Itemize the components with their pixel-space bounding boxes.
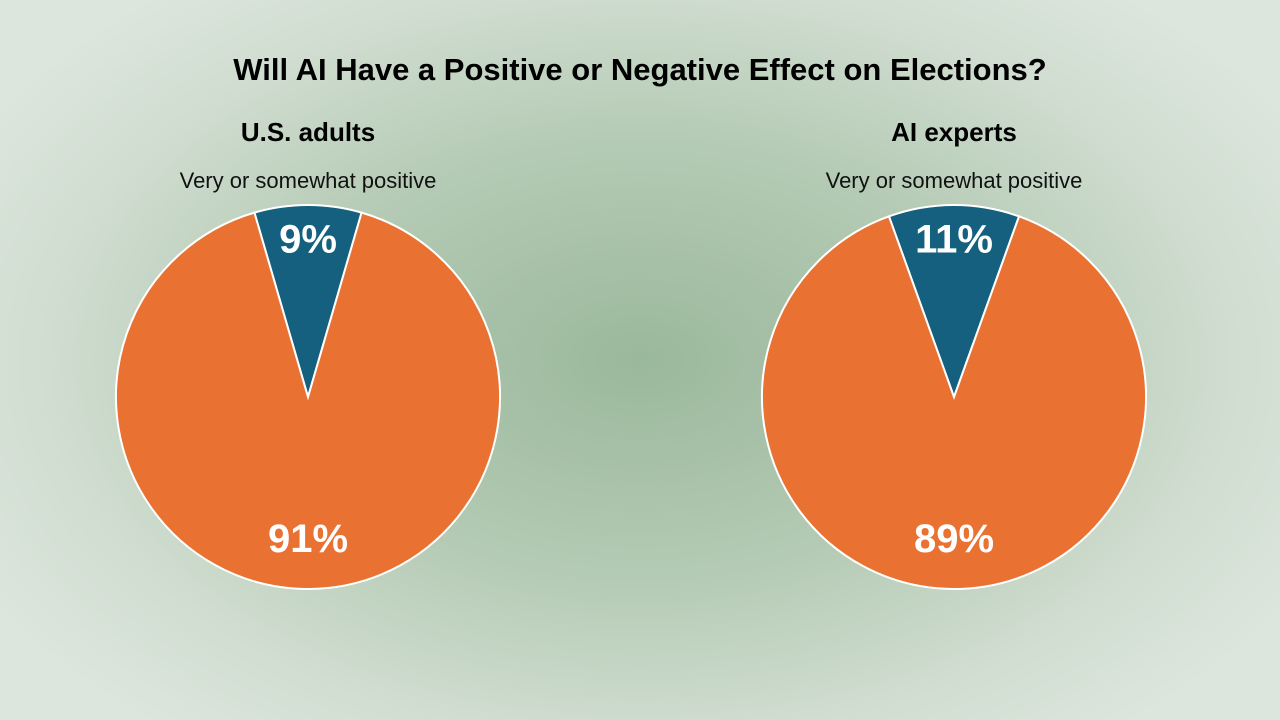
positive-slice-annotation: Very or somewhat positive	[179, 168, 437, 193]
pie-chart-us-adults: U.S. adults Very or somewhat positive 9%…	[88, 112, 528, 597]
pie-slice-1	[761, 215, 1147, 590]
pie-slice-label-1: 89%	[914, 517, 994, 561]
pie-chart-ai-experts: AI experts Very or somewhat positive 11%…	[734, 112, 1174, 597]
pie-slice-1	[115, 211, 501, 590]
pie-chart-svg: 9% 91%	[115, 204, 501, 590]
positive-slice-annotation: Very or somewhat positive	[825, 168, 1083, 193]
pie-chart-title: AI experts	[891, 117, 1017, 147]
pie-chart-svg: 11% 89%	[761, 204, 1147, 590]
pie-slice-label-0: 9%	[279, 218, 337, 262]
chart-main-title: Will AI Have a Positive or Negative Effe…	[233, 52, 1047, 87]
pie-slice-label-0: 11%	[915, 218, 993, 262]
pie-chart-title: U.S. adults	[240, 117, 376, 147]
pie-slice-label-1: 91%	[268, 517, 348, 561]
pie-slice-0	[253, 204, 363, 401]
pie-slice-0	[887, 204, 1021, 400]
